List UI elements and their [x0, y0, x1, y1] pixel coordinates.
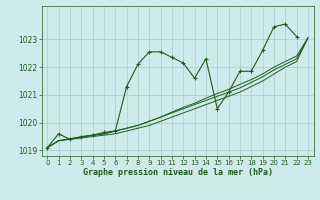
- X-axis label: Graphe pression niveau de la mer (hPa): Graphe pression niveau de la mer (hPa): [83, 168, 273, 177]
